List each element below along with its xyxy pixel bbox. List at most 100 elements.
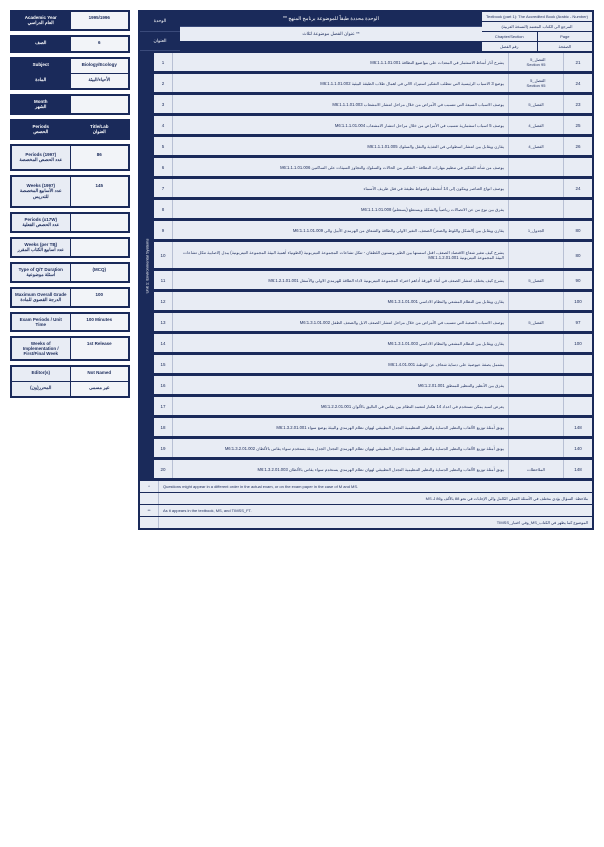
label-en: Subject: [12, 59, 71, 73]
label-l: Editor(s): [12, 367, 71, 381]
footer-note-row: الموضوع كما يظهر في الكتاب_MS_وفي اختبار…: [140, 517, 592, 528]
side-subject: Subject Biology/Ecology المادة الأحياء/ا…: [10, 57, 130, 90]
row-page: 21: [564, 53, 592, 71]
title-label: العنوان: [140, 32, 180, 52]
row-description: يشرح كيف تتغير شعاع الاقتصاد الصعف، اقتل…: [173, 242, 508, 268]
row-number: 11: [154, 271, 173, 289]
row-chapter: [508, 355, 564, 373]
side-exam-periods: Exam Periods / Unit Time 100 Minutes: [10, 312, 130, 332]
side-editors: Editor(s) Not Named المحرر(ون) غير مسمى: [10, 365, 130, 398]
row-page: 80: [564, 221, 592, 239]
row-page: 97: [564, 313, 592, 331]
learning-objective-row: 9يقارن ويقابل بين (الشكل واللوط والضعر) …: [154, 221, 592, 240]
note-text: Questions might appear in a different or…: [159, 481, 592, 492]
row-chapter: الفصل_5: [508, 95, 564, 113]
footer-notes: *Questions might appear in a different o…: [138, 481, 594, 530]
label-ar: الشهر: [35, 104, 46, 109]
row-description: يشرح آثار أمناط الاستثمار في المعدات على…: [173, 53, 508, 71]
note-text: الموضوع كما يظهر في الكتاب_MS_وفي اختبار…: [159, 517, 592, 528]
row-number: 20: [154, 460, 173, 478]
learning-objective-row: 20يونق أمثلة توزيع الألعاب والنظير الدسا…: [154, 460, 592, 479]
learning-objective-row: 3يوصف الاسباب السبعة التي تتسبب في الأمر…: [154, 95, 592, 114]
row-description: يونق أمثلة توزيع الألعاب والنظير الدساية…: [173, 460, 508, 478]
row-chapter: [508, 439, 564, 457]
row-description: يوصف انواع العناصر ويتكون إلى 14 أنشطة و…: [173, 179, 508, 197]
learning-objective-row: 8يفرق بين نوع من عن الاتصالات رياضياً وا…: [154, 200, 592, 219]
row-chapter: الفصل_595 Section: [508, 74, 564, 92]
row-description: يوصف الاسباب السبعة التي تتسبب في الأمرا…: [173, 95, 508, 113]
row-page: 25: [564, 116, 592, 134]
learning-objective-row: 14يقارن ويقابل بين النظام المشعي والنظام…: [154, 334, 592, 353]
row-description: يقارن ويقابل بين النظام المشعي والنظام ا…: [173, 292, 508, 310]
main-content: الوحدة العنوان ** الوحدة محددة طبقاً للم…: [138, 10, 594, 530]
note-text: ملاحظة: السؤال يؤدي مختلف في الأسئلة الف…: [159, 493, 592, 504]
row-description: يونق أمثلة توزيع الألعاب والنظير الدساية…: [173, 418, 508, 436]
label-ar: المادة: [12, 74, 71, 88]
label: Exam Periods / Unit Time: [12, 314, 71, 330]
rail-label: Unit 1: Environmental Systems: [145, 239, 150, 294]
col-page-ar: الصفحة: [538, 42, 593, 51]
row-chapter: الفصل_5: [508, 313, 564, 331]
learning-objective-row: 1يشرح آثار أمناط الاستثمار في المعدات عل…: [154, 53, 592, 72]
row-chapter: [508, 292, 564, 310]
row-chapter: [508, 376, 564, 394]
learning-objective-row: 4يوصف 5 اسباب استثمارية تتسبب في الأمراض…: [154, 116, 592, 135]
row-chapter: [508, 200, 564, 218]
note-marker: *: [140, 481, 159, 492]
label: الصف: [12, 37, 71, 51]
unit-label: الوحدة: [140, 12, 180, 32]
side-month: Monthالشهر: [10, 94, 130, 115]
right-title: Textbook (part 1): The Accredited Book (…: [482, 12, 592, 21]
col-chapter-ar: رقم الفصل: [482, 42, 538, 51]
row-number: 9: [154, 221, 173, 239]
row-page: 148: [564, 418, 592, 436]
row-description: يشرع كيف يختلف انتشار الصعف في أثناء الو…: [173, 271, 508, 289]
header-subtitle: عنوان الفصل موضوعة لثلاث **: [180, 27, 482, 41]
learning-objective-row: 13يوصف الاسباب الصعبة التي تتسبب في الأم…: [154, 313, 592, 332]
value-en: Biology/Ecology: [71, 59, 129, 73]
row-chapter: الفصل_595 Section: [508, 53, 564, 71]
value: 100 Minutes: [71, 314, 129, 330]
value: 100: [71, 289, 129, 306]
label-r: Not Named: [71, 367, 129, 381]
side-weeks-tb: Weeks (per TB)عدد أسابيع الكتاب المقرر: [10, 237, 130, 258]
row-number: 2: [154, 74, 173, 92]
row-number: 6: [154, 158, 173, 176]
side-max-grade: Maximum Overall Gradeالدرجة القصوى للماد…: [10, 287, 130, 308]
learning-objective-row: 16يفزق بين الأنظير والتنظير للمنطق M6:1.…: [154, 376, 592, 395]
row-number: 4: [154, 116, 173, 134]
row-chapter: [508, 158, 564, 176]
row-chapter: [508, 334, 564, 352]
note-text: As it appears in the textbook, MS, and T…: [159, 505, 592, 516]
col-page: Page: [538, 32, 593, 41]
value: [71, 96, 129, 113]
value: 6: [71, 37, 129, 51]
learning-objective-row: 10يشرح كيف تتغير شعاع الاقتصاد الصعف، اق…: [154, 242, 592, 269]
row-chapter: الفصل_4: [508, 137, 564, 155]
col-chapter: Chapter/Section: [482, 32, 538, 41]
learning-objective-row: 15يشتمل بصفة عيوضية على دساية شعاف عن ال…: [154, 355, 592, 374]
row-chapter: الفصل_5: [508, 271, 564, 289]
row-page: [564, 200, 592, 218]
row-number: 3: [154, 95, 173, 113]
learning-objective-row: 7يوصف انواع العناصر ويتكون إلى 14 أنشطة …: [154, 179, 592, 198]
learning-objective-row: 2يوضع 3 الاسباب الرئيسية التي تتطلب التف…: [154, 74, 592, 93]
row-number: 14: [154, 334, 173, 352]
row-page: 100: [564, 334, 592, 352]
row-page: 148: [564, 460, 592, 478]
header-left: الوحدة العنوان: [140, 12, 180, 51]
footer-note-row: *Questions might appear in a different o…: [140, 481, 592, 493]
side-academic-year: Academic Yearالعام الدراسي 1995/1996: [10, 10, 130, 31]
footer-note-row: ملاحظة: السؤال يؤدي مختلف في الأسئلة الف…: [140, 493, 592, 505]
row-description: يفرق بين نوع من عن الاتصالات رياضياً وال…: [173, 200, 508, 218]
row-number: 8: [154, 200, 173, 218]
row-description: يونق أمثلة توزيع الألعاب والنظير الدساية…: [173, 439, 508, 457]
row-chapter: [508, 397, 564, 415]
row-chapter: [508, 179, 564, 197]
header-right: Textbook (part 1): The Accredited Book (…: [482, 12, 592, 51]
row-description: يقارن ويقابل بين (الشكل واللوط والضعر) ا…: [173, 221, 508, 239]
row-page: [564, 376, 592, 394]
row-number: 15: [154, 355, 173, 373]
row-page: 23: [564, 95, 592, 113]
side-weeks-1997: Weeks (1997)عدد الأسابيع المخصصة للتدريس…: [10, 175, 130, 208]
